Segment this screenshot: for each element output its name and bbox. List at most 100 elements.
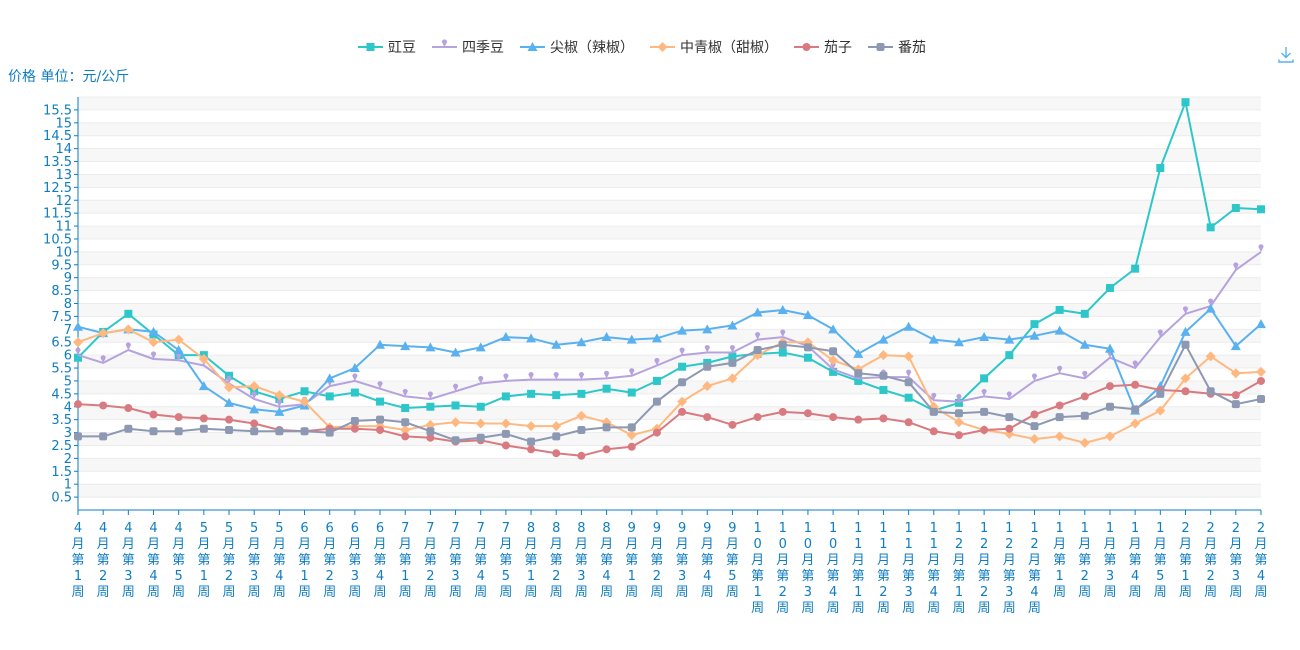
data-point bbox=[778, 348, 787, 357]
data-point bbox=[1132, 360, 1138, 369]
data-point bbox=[325, 392, 334, 401]
legend-item[interactable]: 茄子 bbox=[794, 39, 852, 56]
data-point bbox=[1005, 413, 1014, 422]
data-point bbox=[99, 401, 108, 410]
grid-band bbox=[78, 174, 1261, 188]
data-point bbox=[626, 334, 637, 344]
data-point bbox=[124, 309, 133, 318]
data-point bbox=[73, 321, 83, 331]
data-point bbox=[526, 333, 537, 343]
grid-band bbox=[78, 226, 1261, 239]
data-point bbox=[904, 378, 913, 387]
data-point bbox=[602, 423, 611, 432]
series-line bbox=[77, 307, 1262, 413]
data-point bbox=[1156, 163, 1165, 172]
data-point bbox=[802, 310, 813, 320]
data-point bbox=[1104, 431, 1115, 442]
y-tick-label: 6 bbox=[64, 349, 72, 364]
data-point bbox=[501, 429, 510, 438]
y-tick-label: 6.5 bbox=[51, 336, 72, 351]
y-tick-label: 3.5 bbox=[51, 413, 72, 428]
data-point bbox=[677, 396, 688, 407]
legend-label: 茄子 bbox=[824, 39, 852, 56]
data-point bbox=[1256, 319, 1266, 329]
data-point bbox=[1054, 431, 1065, 442]
x-tick-label: 5 月第 4 周 bbox=[273, 521, 286, 600]
data-point bbox=[703, 362, 712, 371]
data-point bbox=[829, 347, 838, 356]
data-point bbox=[602, 445, 611, 454]
data-point bbox=[149, 410, 158, 419]
data-point bbox=[73, 337, 83, 348]
grid-band bbox=[78, 97, 1261, 110]
grid-band bbox=[78, 251, 1261, 265]
data-point bbox=[174, 413, 183, 422]
grid-band bbox=[78, 458, 1261, 472]
data-point bbox=[1206, 387, 1215, 396]
legend-item[interactable]: 中青椒（甜椒） bbox=[650, 40, 778, 56]
data-point bbox=[198, 353, 209, 364]
series-lines bbox=[73, 98, 1266, 460]
data-point bbox=[300, 427, 309, 436]
data-point bbox=[148, 337, 159, 348]
data-point bbox=[1131, 405, 1140, 414]
data-point bbox=[274, 390, 285, 401]
data-point bbox=[828, 355, 839, 366]
grid-band bbox=[78, 355, 1261, 369]
legend[interactable]: 豇豆 四季豆 尖椒（辣椒） 中青椒（甜椒） 茄子 番茄 bbox=[358, 39, 926, 56]
grid-band bbox=[78, 122, 1261, 136]
data-point bbox=[74, 353, 82, 362]
data-point bbox=[1080, 309, 1089, 318]
data-point bbox=[729, 344, 736, 353]
legend-item[interactable]: 番茄 bbox=[868, 39, 926, 56]
data-point bbox=[274, 406, 285, 416]
x-tick-label: 7 月第 2 周 bbox=[424, 521, 437, 600]
data-point bbox=[425, 419, 436, 430]
data-point bbox=[1079, 339, 1090, 349]
series-line bbox=[77, 380, 1262, 457]
data-point bbox=[198, 381, 209, 391]
y-tick-label: 1 bbox=[64, 478, 72, 493]
x-tick-label: 1 2 月第 3 周 bbox=[1003, 521, 1016, 616]
data-point bbox=[1030, 410, 1039, 419]
data-point bbox=[1231, 391, 1240, 400]
data-point bbox=[1030, 422, 1039, 431]
y-tick-label: 15.5 bbox=[43, 103, 72, 118]
x-tick-label: 1 0 月第 4 周 bbox=[827, 521, 840, 616]
data-point bbox=[954, 409, 963, 418]
legend-item[interactable]: 四季豆 bbox=[432, 39, 504, 56]
legend-item[interactable]: 尖椒（辣椒） bbox=[520, 40, 634, 56]
data-point bbox=[1230, 368, 1241, 379]
x-tick-label: 5 月第 1 周 bbox=[197, 521, 210, 600]
data-point bbox=[352, 373, 358, 381]
data-point bbox=[1005, 351, 1014, 360]
data-point bbox=[980, 425, 989, 434]
data-point bbox=[980, 407, 989, 416]
data-point bbox=[1131, 264, 1140, 273]
data-point bbox=[1182, 306, 1189, 314]
data-point bbox=[1156, 389, 1165, 398]
data-point bbox=[903, 351, 914, 362]
data-point bbox=[828, 324, 839, 334]
x-tick-label: 1 0 月第 2 周 bbox=[776, 521, 789, 616]
data-point bbox=[125, 342, 131, 350]
data-point bbox=[174, 427, 183, 436]
data-point bbox=[829, 413, 838, 422]
data-point bbox=[552, 391, 561, 400]
series-line bbox=[77, 101, 1262, 412]
x-tick-label: 8 月第 3 周 bbox=[575, 521, 588, 600]
x-tick-label: 6 月第 3 周 bbox=[348, 521, 361, 600]
data-point bbox=[173, 334, 184, 345]
data-point bbox=[603, 370, 610, 379]
grid-band bbox=[78, 303, 1261, 317]
legend-item[interactable]: 豇豆 bbox=[358, 40, 416, 56]
data-point bbox=[702, 324, 713, 334]
download-icon[interactable] bbox=[1278, 47, 1294, 63]
data-point bbox=[727, 373, 738, 384]
grid-band bbox=[78, 329, 1261, 343]
y-tick-label: 14 bbox=[55, 142, 72, 157]
data-point bbox=[251, 391, 257, 400]
y-tick-label: 1.5 bbox=[51, 465, 72, 480]
data-point bbox=[1181, 98, 1190, 107]
